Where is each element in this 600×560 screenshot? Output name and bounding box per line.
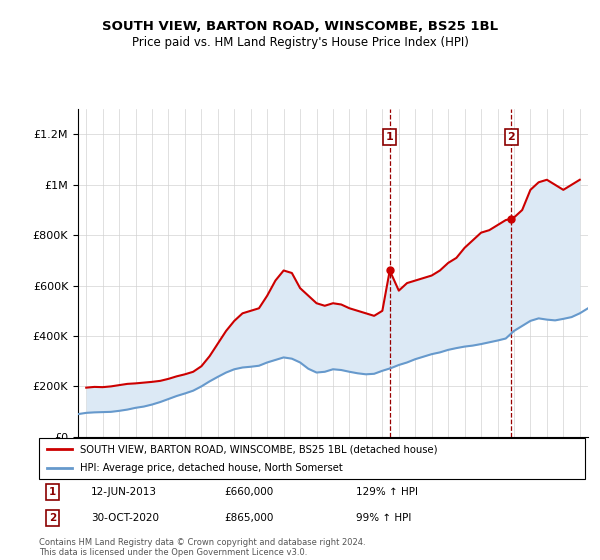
Text: 1: 1 (386, 132, 394, 142)
Text: 99% ↑ HPI: 99% ↑ HPI (356, 513, 411, 523)
Text: SOUTH VIEW, BARTON ROAD, WINSCOMBE, BS25 1BL: SOUTH VIEW, BARTON ROAD, WINSCOMBE, BS25… (102, 20, 498, 32)
Text: £660,000: £660,000 (224, 487, 274, 497)
Text: Contains HM Land Registry data © Crown copyright and database right 2024.
This d: Contains HM Land Registry data © Crown c… (39, 538, 365, 557)
Text: HPI: Average price, detached house, North Somerset: HPI: Average price, detached house, Nort… (80, 463, 343, 473)
Text: 30-OCT-2020: 30-OCT-2020 (91, 513, 159, 523)
Text: 129% ↑ HPI: 129% ↑ HPI (356, 487, 418, 497)
Text: SOUTH VIEW, BARTON ROAD, WINSCOMBE, BS25 1BL (detached house): SOUTH VIEW, BARTON ROAD, WINSCOMBE, BS25… (80, 445, 437, 454)
Text: 1: 1 (49, 487, 56, 497)
FancyBboxPatch shape (39, 438, 585, 479)
Text: 2: 2 (49, 513, 56, 523)
Text: Price paid vs. HM Land Registry's House Price Index (HPI): Price paid vs. HM Land Registry's House … (131, 36, 469, 49)
Text: £865,000: £865,000 (224, 513, 274, 523)
Text: 2: 2 (507, 132, 515, 142)
Text: 12-JUN-2013: 12-JUN-2013 (91, 487, 157, 497)
